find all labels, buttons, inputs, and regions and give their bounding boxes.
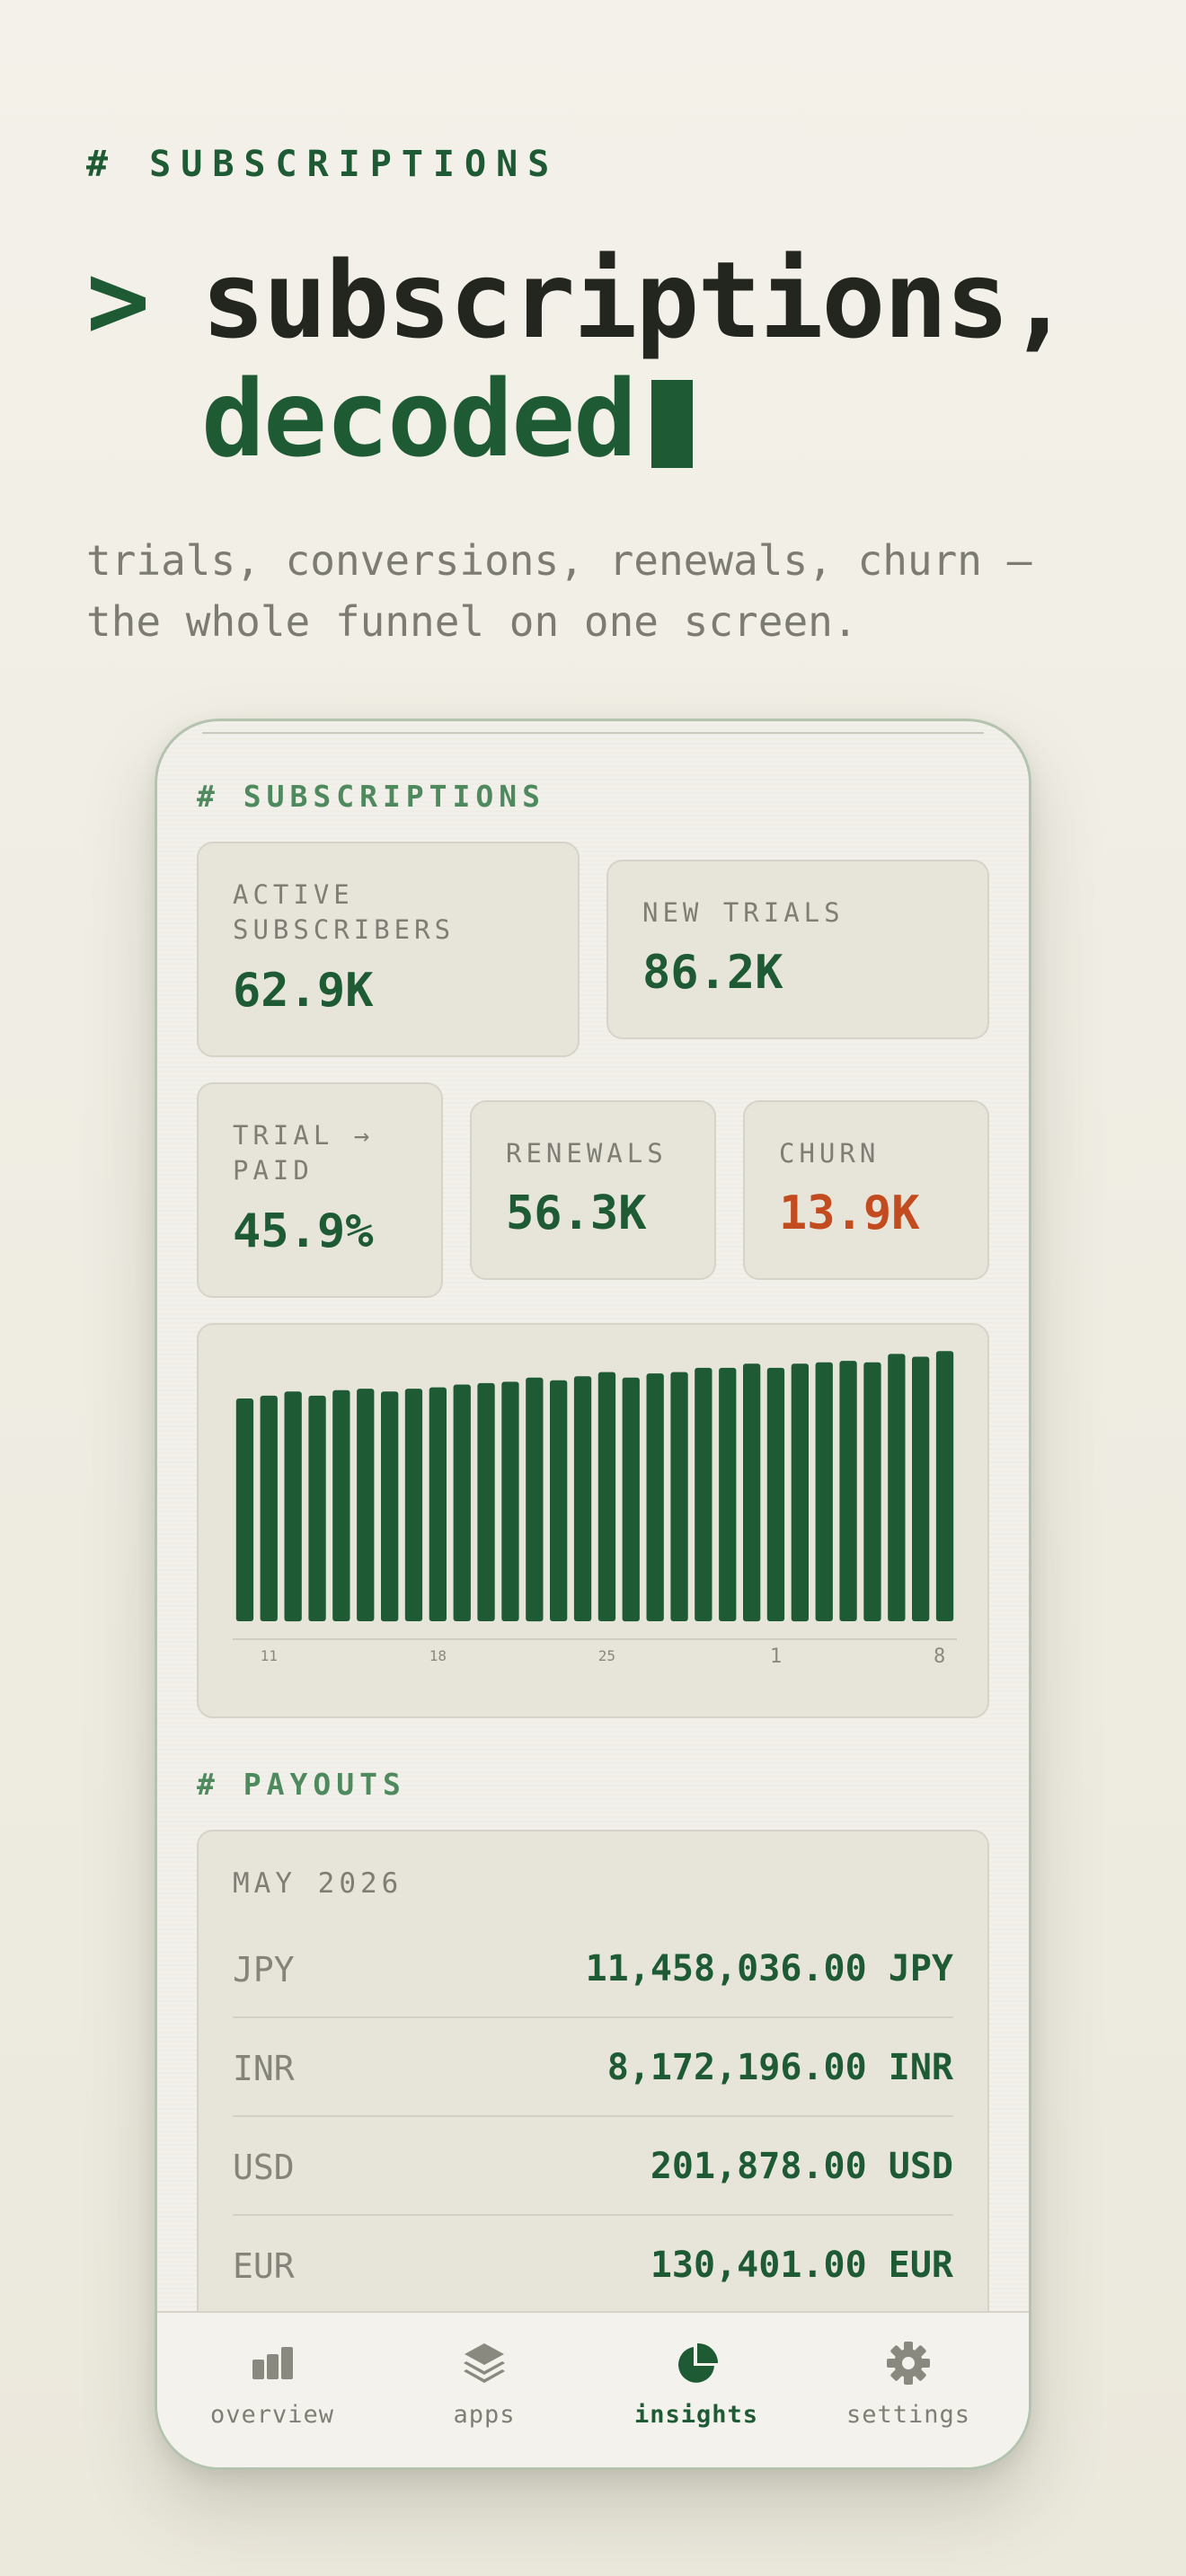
stat-value: 45.9% (233, 1204, 374, 1258)
chart-bar (235, 1398, 254, 1621)
hero-title-line2: decoded (201, 357, 637, 481)
chart-bar (501, 1381, 519, 1621)
chart-bar (743, 1363, 761, 1622)
payouts-section-label: # PAYOUTS (197, 1767, 406, 1802)
payout-currency: EUR (233, 2246, 295, 2286)
stat-card-churn[interactable]: CHURN 13.9K (743, 1100, 989, 1280)
payout-row[interactable]: INR 8,172,196.00 INR (233, 2016, 953, 2117)
tab-label: overview (209, 2401, 335, 2429)
chart-bar (597, 1372, 616, 1621)
stat-card-new-trials[interactable]: NEW TRIALS 86.2K (606, 860, 989, 1039)
payout-row[interactable]: USD 201,878.00 USD (233, 2115, 953, 2216)
tab-settings[interactable]: settings (802, 2313, 1014, 2467)
payout-amount: 130,401.00 EUR (650, 2245, 953, 2286)
stat-card-trial-to-paid[interactable]: TRIAL → PAID 45.9% (197, 1082, 443, 1298)
prompt-glyph: > (86, 238, 150, 362)
chart-bar (526, 1377, 544, 1622)
chart-bar (766, 1367, 785, 1621)
chart-tick-label: 25 (598, 1647, 615, 1664)
chart-bar (888, 1354, 906, 1621)
hero-kicker: # SUBSCRIPTIONS (86, 144, 560, 185)
subscriptions-section-label: # SUBSCRIPTIONS (197, 779, 546, 814)
payout-currency: JPY (233, 1950, 295, 1989)
stat-card-active-subscribers[interactable]: ACTIVE SUBSCRIBERS 62.9K (197, 842, 580, 1057)
cursor-block (651, 380, 694, 468)
hero-title-line1: subscriptions, (201, 238, 1072, 362)
tab-label: apps (453, 2401, 516, 2429)
stat-card-renewals[interactable]: RENEWALS 56.3K (470, 1100, 716, 1280)
chart-bar (357, 1389, 375, 1621)
chart-bar (839, 1361, 857, 1621)
tab-insights[interactable]: insights (590, 2313, 802, 2467)
chart-tick-label: 11 (261, 1647, 278, 1664)
phone-top-divider (202, 732, 984, 734)
tab-label: settings (845, 2401, 971, 2429)
chart-bar (573, 1376, 592, 1621)
chart-tick-label: 8 (934, 1645, 945, 1668)
stat-value: 62.9K (233, 964, 374, 1018)
tab-apps[interactable]: apps (378, 2313, 590, 2467)
chart-tick-label: 18 (429, 1647, 447, 1664)
pie-chart-icon (678, 2342, 718, 2383)
layers-icon (464, 2343, 505, 2383)
tab-label: insights (633, 2401, 759, 2429)
payout-currency: INR (233, 2049, 295, 2088)
tab-overview[interactable]: overview (166, 2313, 378, 2467)
stat-label: TRIAL → PAID (233, 1120, 375, 1186)
chart-bar (815, 1362, 833, 1621)
chart-bar (284, 1391, 302, 1622)
chart-bar (791, 1363, 809, 1622)
chart-bar (550, 1380, 568, 1621)
chart-bar (429, 1387, 447, 1621)
chart-bar (935, 1351, 954, 1621)
chart-bar (477, 1382, 495, 1621)
chart-bar (695, 1367, 712, 1621)
payout-row[interactable]: EUR 130,401.00 EUR (233, 2214, 953, 2315)
phone-frame: # SUBSCRIPTIONS ACTIVE SUBSCRIBERS 62.9K… (155, 719, 1031, 2470)
chart-bar (863, 1362, 881, 1621)
stat-label: CHURN (779, 1138, 881, 1169)
chart-bar (670, 1372, 688, 1621)
chart-bar (404, 1389, 423, 1621)
hero-title-line2-wrap: decoded (201, 357, 694, 481)
stat-label: ACTIVE SUBSCRIBERS (233, 879, 456, 945)
trend-chart-card: 11 18 25 1 8 (197, 1323, 989, 1718)
payout-currency: USD (233, 2148, 295, 2187)
trend-bar-chart: 11 18 25 1 8 (233, 1351, 957, 1668)
chart-tick-label: 1 (770, 1645, 782, 1668)
payout-month: MAY 2026 (233, 1867, 403, 1900)
payout-amount: 11,458,036.00 JPY (585, 1948, 953, 1989)
stat-value: 56.3K (506, 1187, 647, 1240)
stat-label: RENEWALS (506, 1138, 668, 1169)
chart-bar (646, 1373, 664, 1621)
bar-chart-icon (252, 2347, 293, 2379)
chart-bar (912, 1356, 930, 1621)
payout-amount: 201,878.00 USD (650, 2146, 953, 2187)
payout-row[interactable]: JPY 11,458,036.00 JPY (233, 1918, 953, 2018)
stat-value: 13.9K (779, 1187, 920, 1240)
hero-subtitle: trials, conversions, renewals, churn — t… (86, 536, 1032, 646)
tab-bar: overview apps insights (157, 2311, 1029, 2467)
chart-bar (381, 1391, 399, 1622)
stat-value: 86.2K (642, 946, 783, 1000)
chart-bar (453, 1384, 471, 1621)
chart-bar (719, 1367, 737, 1621)
gear-icon (887, 2342, 930, 2385)
payout-amount: 8,172,196.00 INR (606, 2047, 953, 2088)
chart-bar (332, 1389, 350, 1621)
chart-bar (308, 1395, 326, 1621)
chart-bar (260, 1395, 278, 1621)
stat-label: NEW TRIALS (642, 897, 845, 928)
chart-bar (622, 1377, 640, 1622)
